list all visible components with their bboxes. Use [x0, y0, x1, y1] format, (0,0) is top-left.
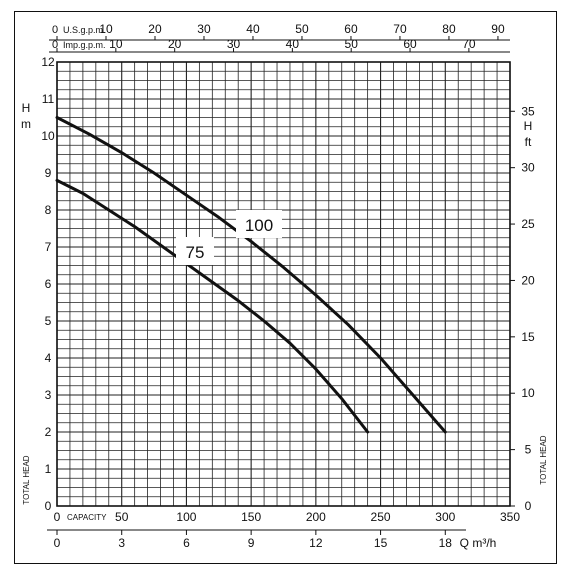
right-tick-label: 15: [521, 330, 535, 344]
top-us-unit-label: U.S.g.p.m.: [63, 25, 106, 35]
left-tick-label: 12: [41, 55, 55, 69]
plot-frame: [56, 61, 511, 507]
right-unit-ft: ft: [525, 135, 532, 149]
left-tick-label: 2: [45, 425, 52, 439]
bottom-tick-label: 200: [306, 510, 326, 524]
top-us-tick-label: 60: [344, 22, 358, 36]
right-unit-h: H: [524, 119, 533, 133]
top-us-tick-label: 20: [148, 22, 162, 36]
top-imp-tick-label: 70: [462, 37, 476, 51]
left-tick-label: 1: [45, 462, 52, 476]
bottom-tick-label: 0: [54, 510, 61, 524]
bottom-tick-label: 100: [176, 510, 196, 524]
curve-label-bg-75: [176, 237, 214, 265]
left-axis-title: TOTAL HEAD: [22, 455, 31, 504]
top-imp-tick-label: 30: [227, 37, 241, 51]
top-us-tick-label: 30: [197, 22, 211, 36]
left-tick-label: 6: [45, 277, 52, 291]
bottom-secondary-unit: Q m³/h: [460, 536, 497, 550]
left-tick-label: 4: [45, 351, 52, 365]
grid: [56, 61, 511, 507]
curve-label-100: 100: [245, 216, 273, 235]
top-imp-tick-label: 40: [286, 37, 300, 51]
bottom-secondary-tick-label: 6: [183, 536, 190, 550]
top-us-tick-label: 40: [246, 22, 260, 36]
curve-75: [55, 178, 370, 434]
left-tick-label: 3: [45, 388, 52, 402]
right-axis-title: TOTAL HEAD: [539, 435, 548, 484]
bottom-secondary-tick-label: 3: [118, 536, 125, 550]
top-imp-tick-label: 60: [403, 37, 417, 51]
bottom-axis-title: CAPACITY: [67, 513, 107, 522]
top-imp-tick-label: 0: [52, 39, 58, 51]
top-us-tick-label: 90: [491, 22, 505, 36]
right-tick-label: 25: [521, 217, 535, 231]
top-us-tick-label: 10: [99, 22, 113, 36]
bottom-tick-label: 50: [115, 510, 129, 524]
tick-labels: 0 10 20 30 40 50 60 70 80 90U.S.g.p.m.0 10 20 30 40 50…: [21, 22, 548, 550]
bottom-tick-label: 350: [500, 510, 520, 524]
bottom-tick-label: 250: [371, 510, 391, 524]
curve-label-bg-100: [236, 210, 282, 238]
bottom-tick-label: 300: [435, 510, 455, 524]
bottom-secondary-tick-label: 9: [248, 536, 255, 550]
annotations: 100 75: [176, 210, 282, 265]
left-unit-m: m: [21, 117, 31, 131]
axes: [47, 36, 515, 535]
right-tick-label: 0: [525, 499, 532, 513]
left-tick-label: 11: [42, 92, 55, 106]
bottom-secondary-tick-label: 0: [54, 536, 61, 550]
left-tick-label: 7: [45, 240, 52, 254]
right-tick-label: 35: [521, 104, 535, 118]
top-us-tick-label: 0: [52, 24, 58, 36]
left-tick-label: 0: [45, 499, 52, 513]
top-imp-tick-label: 20: [168, 37, 182, 51]
curves: [55, 116, 447, 434]
bottom-secondary-tick-label: 18: [439, 536, 453, 550]
left-tick-label: 8: [45, 203, 52, 217]
top-imp-tick-label: 10: [109, 37, 123, 51]
right-tick-label: 5: [525, 443, 532, 457]
top-us-tick-label: 50: [295, 22, 309, 36]
right-tick-label: 10: [521, 386, 535, 400]
top-imp-tick-label: 50: [345, 37, 359, 51]
left-tick-label: 10: [41, 129, 55, 143]
curve-label-75: 75: [186, 243, 205, 262]
right-tick-label: 30: [521, 161, 535, 175]
left-tick-label: 5: [45, 314, 52, 328]
top-imp-unit-label: Imp.g.p.m.: [63, 40, 106, 50]
bottom-tick-label: 150: [241, 510, 261, 524]
curve-100: [55, 116, 447, 434]
right-tick-label: 20: [521, 273, 535, 287]
top-us-tick-label: 80: [442, 22, 456, 36]
left-tick-label: 9: [45, 166, 52, 180]
top-us-tick-label: 70: [393, 22, 407, 36]
left-unit-h: H: [22, 101, 31, 115]
bottom-secondary-tick-label: 15: [374, 536, 388, 550]
bottom-secondary-tick-label: 12: [309, 536, 323, 550]
outer-border: [14, 11, 557, 564]
